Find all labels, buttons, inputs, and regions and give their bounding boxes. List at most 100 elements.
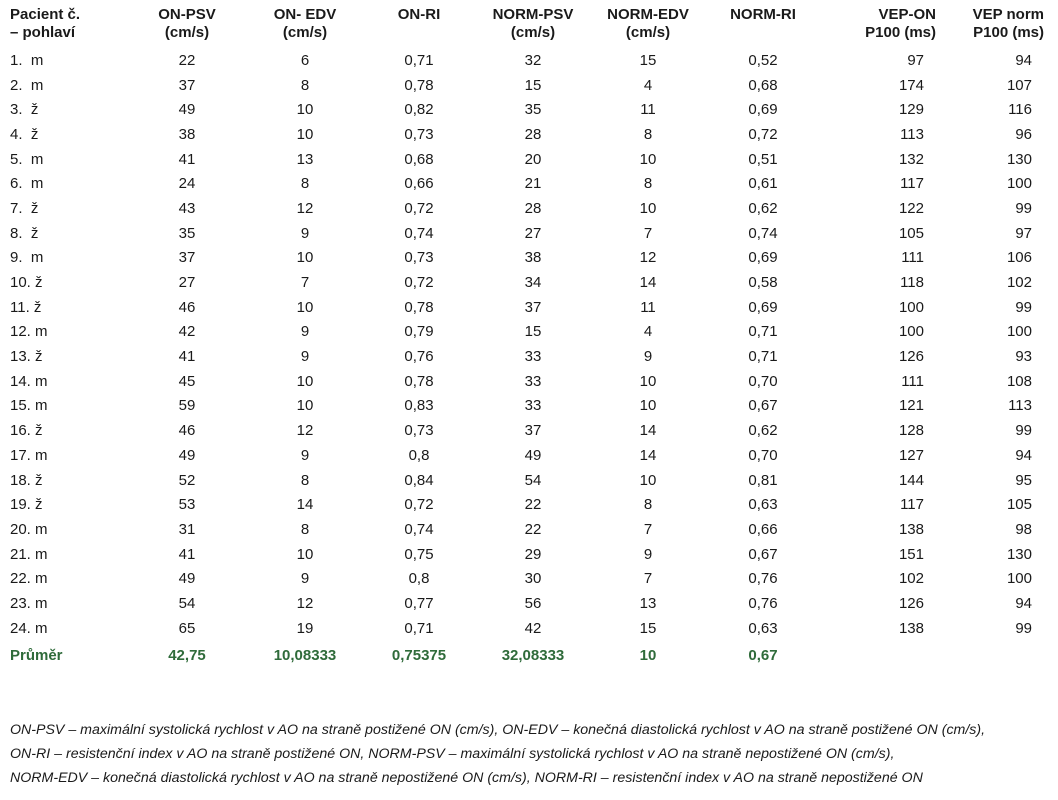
table-cell: 100 <box>1006 570 1032 588</box>
table-row: 17. m 49 9 0,8 49 14 0,70 127 94 <box>10 443 1048 468</box>
column-header: NORM-EDV (cm/s) <box>592 6 704 48</box>
table-cell: 10 <box>296 545 314 563</box>
table-cell: 0,52 <box>748 51 778 69</box>
table-cell: 46 <box>178 298 196 316</box>
table-cell: 4 <box>643 323 653 341</box>
table-cell: 7 <box>300 274 310 292</box>
table-cell: 41 <box>178 348 196 366</box>
column-header-line <box>364 24 474 42</box>
table-cell: 0,63 <box>748 496 778 514</box>
footnote-line: NORM-EDV – konečná diastolická rychlost … <box>10 770 923 786</box>
table-cell: 0,66 <box>404 175 434 193</box>
table-cell: 0,76 <box>748 570 778 588</box>
average-cell: 0,67 <box>748 647 778 664</box>
patient-cell: 19. ž <box>10 496 43 514</box>
average-cell <box>822 641 940 671</box>
table-cell: 10 <box>639 397 657 415</box>
table-cell: 0,72 <box>404 274 434 292</box>
table-cell: 0,78 <box>404 298 434 316</box>
table-row: 24. m 65 19 0,71 42 15 0,63 138 99 <box>10 616 1048 641</box>
table-cell: 65 <box>178 619 196 637</box>
table-cell: 37 <box>178 249 196 267</box>
table-cell: 12 <box>296 594 314 612</box>
table-cell: 121 <box>898 397 924 415</box>
table-cell: 43 <box>178 199 196 217</box>
table-cell: 37 <box>178 76 196 94</box>
table-cell: 100 <box>1006 175 1032 193</box>
table-cell: 8 <box>643 175 653 193</box>
table-cell: 0,8 <box>408 570 430 588</box>
column-header-line: NORM-PSV <box>492 6 574 23</box>
table-cell: 0,82 <box>404 101 434 119</box>
table-cell: 97 <box>907 51 924 69</box>
column-header-line: NORM-RI <box>730 6 796 23</box>
average-cell: 32,08333 <box>501 647 565 664</box>
patient-data-table: Pacient č. – pohlaví ON-PSV (cm/s) ON- EDV (c… <box>10 6 1048 671</box>
patient-cell: 18. ž <box>10 471 43 489</box>
table-cell: 99 <box>1015 199 1032 217</box>
average-cell: 0,75375 <box>391 647 447 664</box>
table-row: 10. ž 27 7 0,72 34 14 0,58 118 102 <box>10 270 1048 295</box>
table-cell: 126 <box>898 594 924 612</box>
table-cell: 0,75 <box>404 545 434 563</box>
table-cell: 113 <box>900 125 924 143</box>
table-cell: 41 <box>178 150 196 168</box>
table-cell: 49 <box>524 446 542 464</box>
table-cell: 12 <box>296 199 314 217</box>
table-cell: 94 <box>1015 51 1032 69</box>
table-cell: 22 <box>524 496 542 514</box>
table-cell: 28 <box>524 125 542 143</box>
table-row: 22. m 49 9 0,8 30 7 0,76 102 100 <box>10 566 1048 591</box>
table-cell: 0,73 <box>404 422 434 440</box>
table-cell: 15 <box>639 51 657 69</box>
table-cell: 31 <box>178 520 196 538</box>
patient-cell: 17. m <box>10 446 48 464</box>
table-cell: 53 <box>178 496 196 514</box>
table-cell: 34 <box>524 274 542 292</box>
table-cell: 9 <box>300 323 310 341</box>
patient-cell: 11. ž <box>10 298 42 316</box>
table-row: 14. m 45 10 0,78 33 10 0,70 111 108 <box>10 369 1048 394</box>
table-cell: 102 <box>898 570 924 588</box>
table-cell: 49 <box>178 101 196 119</box>
table-cell: 97 <box>1015 224 1032 242</box>
column-header-line: P100 (ms) <box>865 24 936 41</box>
table-cell: 11 <box>640 298 656 316</box>
footnote-line: ON-PSV – maximální systolická rychlost v… <box>10 722 986 738</box>
patient-cell: 9. m <box>10 249 44 267</box>
table-cell: 33 <box>524 372 542 390</box>
table-row: 11. ž 46 10 0,78 37 11 0,69 100 99 <box>10 295 1048 320</box>
table-cell: 174 <box>898 76 924 94</box>
column-header-line: Pacient č. <box>10 6 81 23</box>
column-header-line: (cm/s) <box>625 24 671 41</box>
table-cell: 52 <box>178 471 196 489</box>
table-cell: 33 <box>524 397 542 415</box>
table-cell: 15 <box>639 619 657 637</box>
table-cell: 8 <box>300 520 310 538</box>
table-cell: 24 <box>178 175 196 193</box>
patient-cell: 7. ž <box>10 199 39 217</box>
table-cell: 10 <box>639 372 657 390</box>
table-cell: 130 <box>1006 545 1032 563</box>
table-cell: 15 <box>524 76 542 94</box>
table-row: 15. m 59 10 0,83 33 10 0,67 121 113 <box>10 394 1048 419</box>
average-row: Průměr 42,75 10,08333 0,75375 32,08333 10 0,67 <box>10 641 1048 671</box>
table-cell: 0,70 <box>748 446 778 464</box>
table-cell: 0,74 <box>748 224 778 242</box>
table-cell: 0,71 <box>404 51 434 69</box>
table-cell: 10 <box>639 150 657 168</box>
table-cell: 105 <box>1006 496 1032 514</box>
table-cell: 128 <box>898 422 924 440</box>
average-cell <box>940 641 1048 671</box>
table-cell: 46 <box>178 422 196 440</box>
table-row: 7. ž 43 12 0,72 28 10 0,62 122 99 <box>10 196 1048 221</box>
table-row: 2. m 37 8 0,78 15 4 0,68 174 107 <box>10 73 1048 98</box>
table-cell: 94 <box>1015 446 1032 464</box>
column-header: ON-RI <box>364 6 474 48</box>
table-cell: 0,78 <box>404 76 434 94</box>
table-cell: 113 <box>1008 397 1032 415</box>
table-header-row: Pacient č. – pohlaví ON-PSV (cm/s) ON- EDV (c… <box>10 6 1048 48</box>
table-cell: 28 <box>524 199 542 217</box>
table-body: 1. m 22 6 0,71 32 15 0,52 97 94 2. m 37 8 0,78 15 4 0,6… <box>10 48 1048 671</box>
